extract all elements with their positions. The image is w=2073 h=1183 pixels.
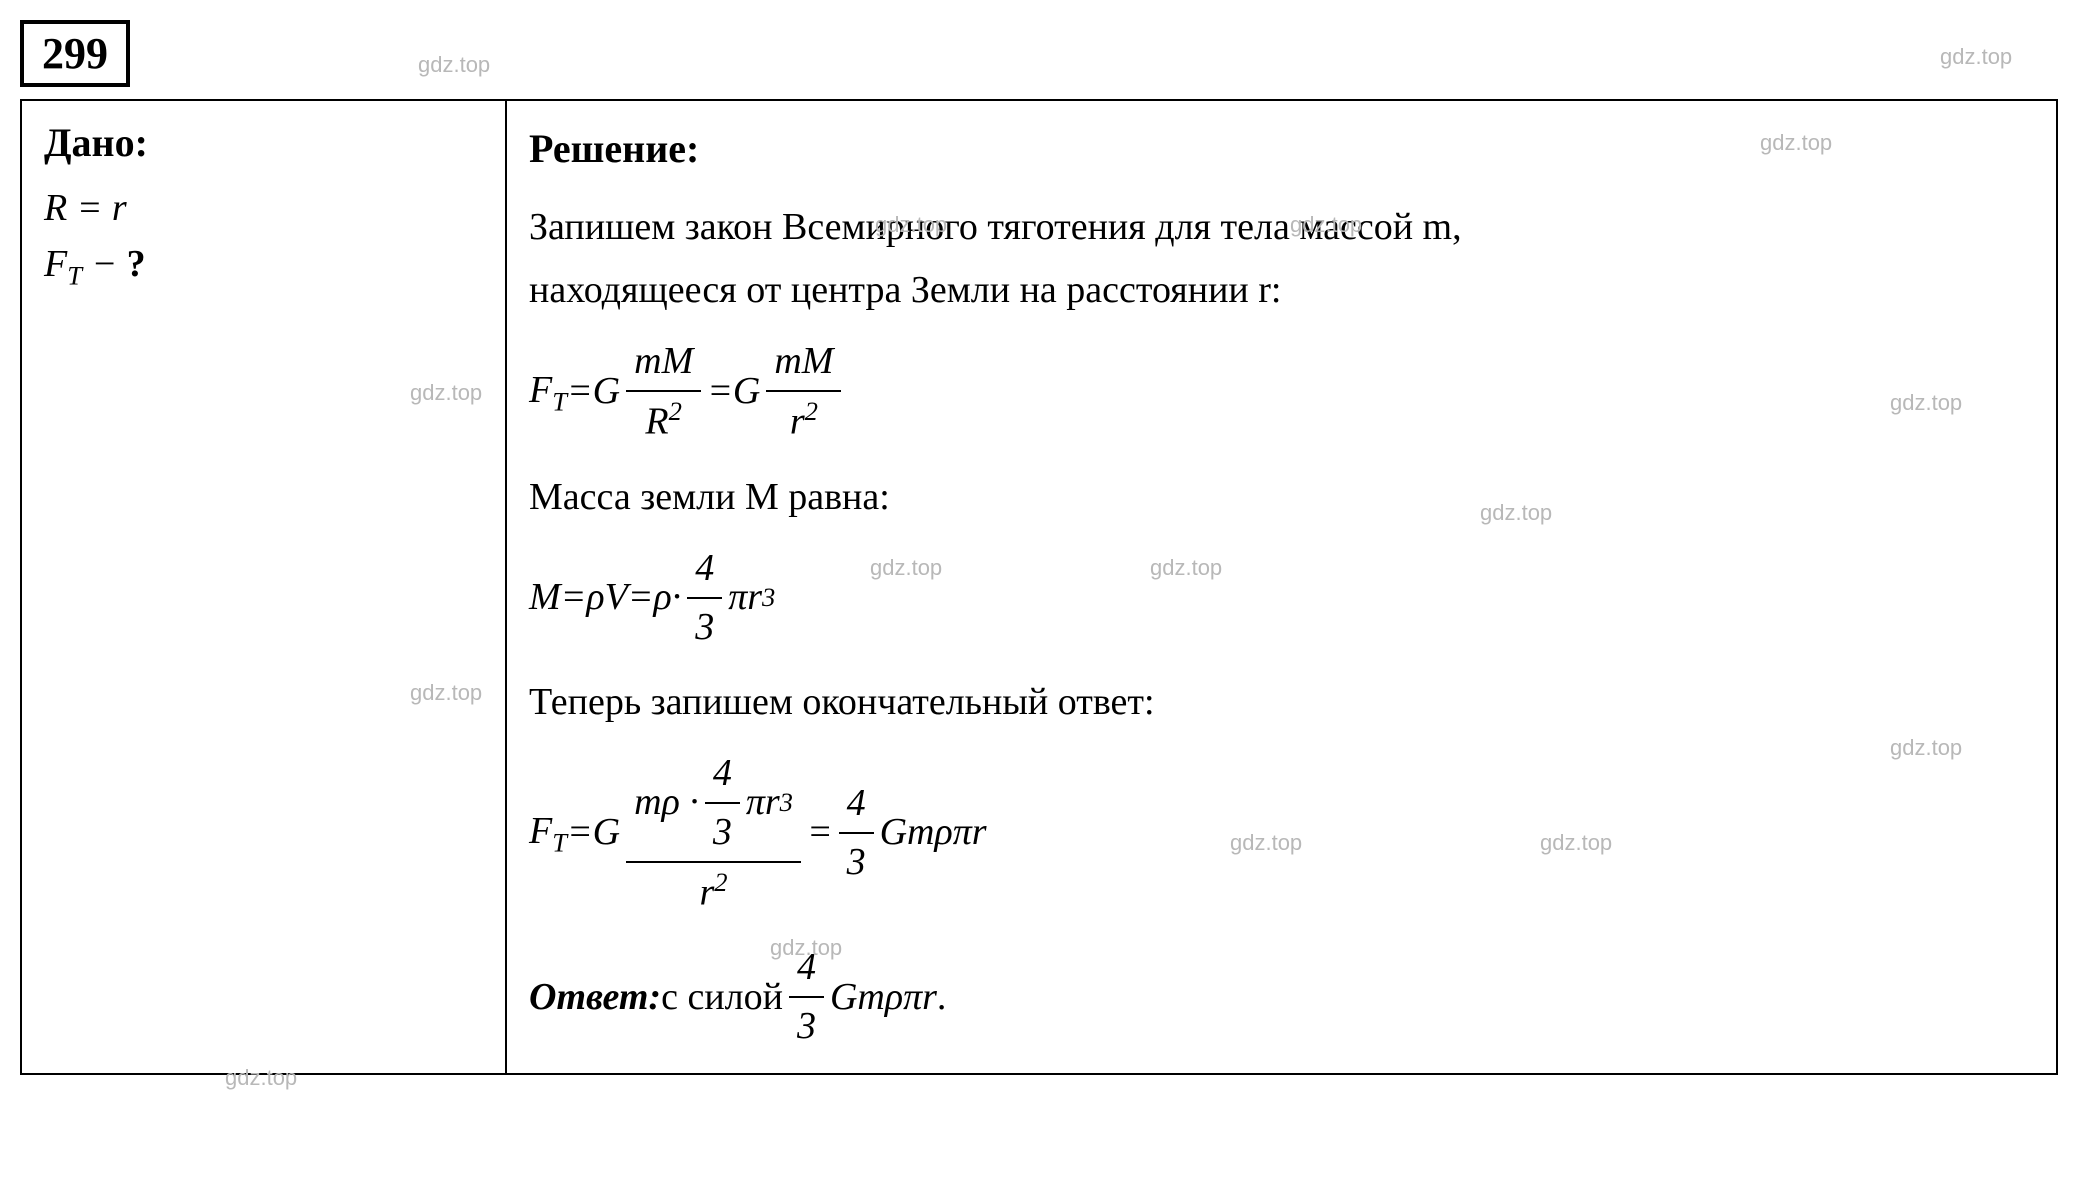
given-question-mark: ? xyxy=(127,243,146,285)
f2-eq1: = xyxy=(561,569,587,626)
watermark: gdz.top xyxy=(1940,44,2012,70)
watermark: gdz.top xyxy=(418,52,490,78)
formula-2: M = ρV = ρ · 4 3 πr3 xyxy=(529,540,2034,656)
answer-block: Ответ: с силой 4 3 Gmρπr . xyxy=(529,939,2034,1055)
formula-3: FT = G mρ · 4 3 πr3 r2 = xyxy=(529,745,2034,922)
given-line-2: FT − ? xyxy=(44,242,483,292)
given-ft-var: F xyxy=(44,243,67,285)
given-r-lower: r xyxy=(112,187,127,229)
f3-eq1: = xyxy=(567,804,593,861)
f2-r-sup: 3 xyxy=(762,578,775,618)
given-ft-sub: T xyxy=(67,261,82,291)
f2-rho2: ρ xyxy=(653,569,671,626)
f3-g: G xyxy=(593,804,620,861)
f3-tail: Gmρπr xyxy=(880,804,987,861)
f2-rho: ρ xyxy=(586,569,604,626)
f3-bigfrac: mρ · 4 3 πr3 r2 xyxy=(626,745,801,922)
solution-text-3: Теперь запишем окончательный ответ: xyxy=(529,674,2034,731)
f2-dot: · xyxy=(672,569,682,626)
f2-v: V xyxy=(605,569,628,626)
answer-text-1: с силой xyxy=(661,969,783,1026)
solution-text-2: Масса земли М равна: xyxy=(529,469,2034,526)
f1-eq1: = xyxy=(567,363,593,420)
f1-eq2: = xyxy=(707,363,733,420)
f2-eq2: = xyxy=(628,569,654,626)
solution-text-1b: находящееся от центра Земли на расстояни… xyxy=(529,262,2034,319)
given-header: Дано: xyxy=(44,119,483,166)
problem-table: Дано: R = r FT − ? Решение: Запишем зако… xyxy=(20,99,2058,1075)
answer-frac: 4 3 xyxy=(789,939,824,1055)
solution-text-1a: Запишем закон Всемирного тяготения для т… xyxy=(529,199,2034,256)
f3-eq2: = xyxy=(807,804,833,861)
given-dash: − xyxy=(82,243,127,285)
solution-header: Решение: xyxy=(529,119,2034,179)
f2-pi: π xyxy=(728,569,747,626)
f3-lhs: FT xyxy=(529,803,567,863)
problem-number: 299 xyxy=(42,29,108,78)
given-line-1: R = r xyxy=(44,186,483,230)
f2-m: M xyxy=(529,569,561,626)
f2-r: r xyxy=(747,569,762,626)
f2-frac: 4 3 xyxy=(687,540,722,656)
f1-frac1: mM R2 xyxy=(626,333,701,451)
given-cell: Дано: R = r FT − ? xyxy=(21,100,506,1074)
formula-1: FT = G mM R2 = G mM r2 xyxy=(529,333,2034,451)
f1-frac2: mM r2 xyxy=(766,333,841,451)
answer-period: . xyxy=(937,969,947,1026)
f1-lhs: FT xyxy=(529,362,567,422)
given-r-upper: R xyxy=(44,187,67,229)
problem-number-box: 299 xyxy=(20,20,130,87)
f3-frac2: 4 3 xyxy=(839,775,874,891)
given-eq: = xyxy=(67,187,112,229)
answer-label: Ответ: xyxy=(529,969,661,1026)
answer-tail: Gmρπr xyxy=(830,969,937,1026)
f1-g1: G xyxy=(593,363,620,420)
solution-cell: Решение: Запишем закон Всемирного тяготе… xyxy=(506,100,2057,1074)
f1-g2: G xyxy=(733,363,760,420)
